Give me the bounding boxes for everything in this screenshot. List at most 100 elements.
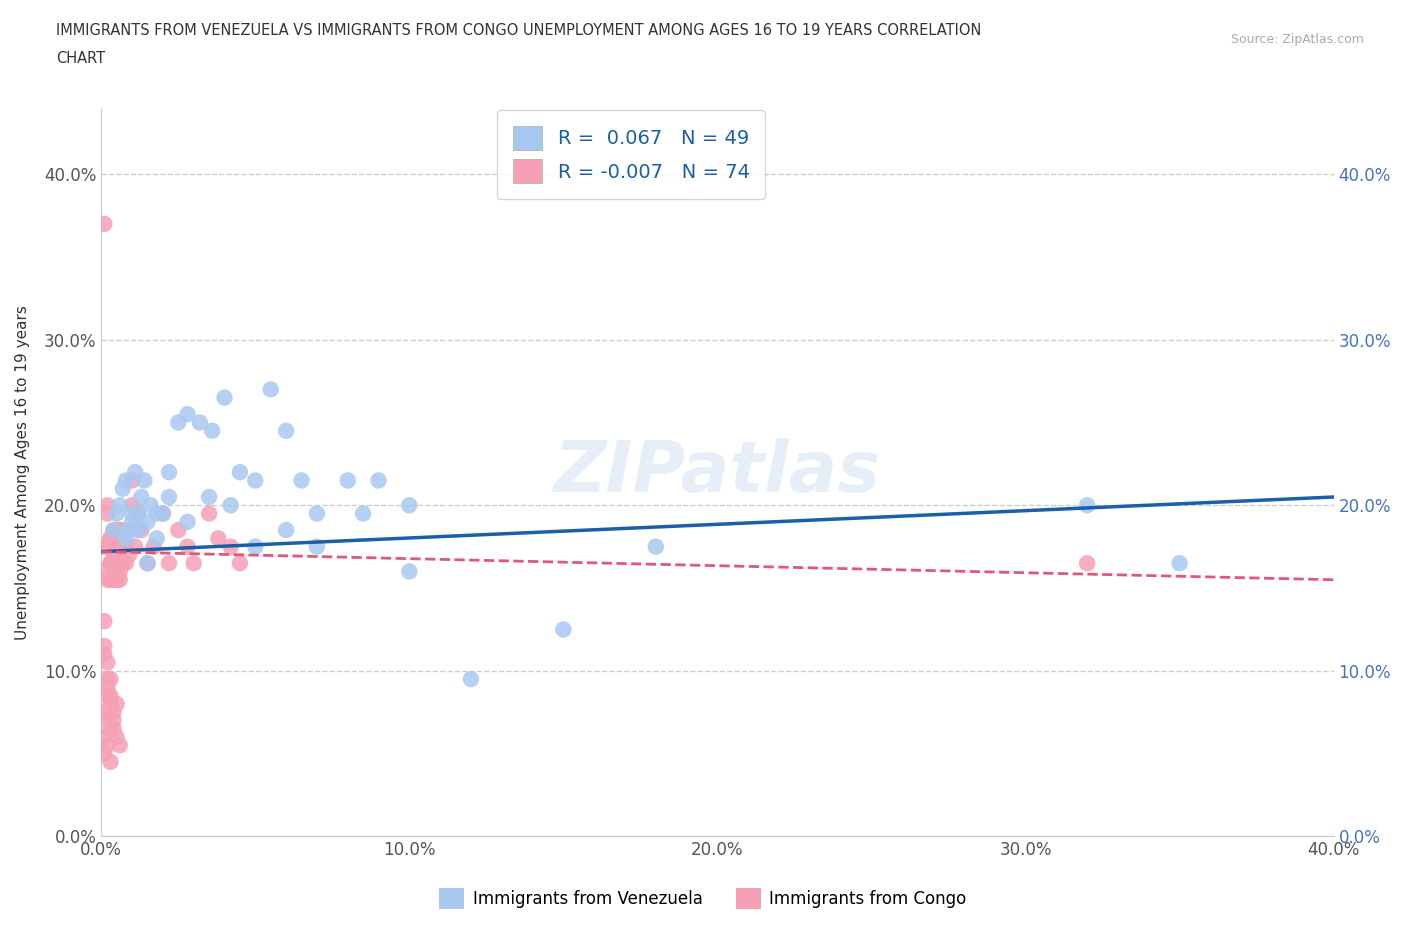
Point [201,423,224,438]
Point [198,489,221,504]
Point [111,482,134,497]
Point [93,746,115,761]
Point [152,506,174,521]
Point [152,506,174,521]
Point [121,473,143,488]
Point [115,531,138,546]
Point [103,539,125,554]
Text: IMMIGRANTS FROM VENEZUELA VS IMMIGRANTS FROM CONGO UNEMPLOYMENT AMONG AGES 16 TO: IMMIGRANTS FROM VENEZUELA VS IMMIGRANTS … [56,23,981,38]
Point [398,498,420,512]
Point [96,498,118,512]
Point [398,565,420,579]
Point [96,655,118,670]
Point [93,614,115,629]
Point [460,671,482,686]
Point [1076,556,1098,571]
Point [115,556,138,571]
Point [111,556,134,571]
Point [100,697,122,711]
Point [100,688,122,703]
Point [127,523,149,538]
Point [167,523,190,538]
Text: CHART: CHART [56,51,105,66]
Point [198,506,221,521]
Point [305,539,328,554]
Legend: Immigrants from Venezuela, Immigrants from Congo: Immigrants from Venezuela, Immigrants fr… [432,880,974,917]
Point [105,523,128,538]
Point [100,531,122,546]
Point [103,713,125,728]
Point [100,556,122,571]
Point [290,473,312,488]
Point [108,556,131,571]
Legend: R =  0.067   N = 49, R = -0.007   N = 74: R = 0.067 N = 49, R = -0.007 N = 74 [498,111,765,199]
Point [207,531,229,546]
Point [118,548,141,563]
Point [145,506,167,521]
Point [274,523,297,538]
Point [121,498,143,512]
Point [103,722,125,737]
Point [105,539,128,554]
Point [136,514,159,529]
Point [115,539,138,554]
Point [553,622,575,637]
Point [100,531,122,546]
Point [108,737,131,752]
Point [1076,498,1098,512]
Text: Source: ZipAtlas.com: Source: ZipAtlas.com [1230,33,1364,46]
Point [108,565,131,579]
Point [157,556,180,571]
Point [136,556,159,571]
Point [105,506,128,521]
Point [100,556,122,571]
Point [188,415,211,430]
Point [93,565,115,579]
Point [96,506,118,521]
Point [93,639,115,654]
Point [108,539,131,554]
Point [229,465,252,480]
Point [96,572,118,587]
Point [260,382,283,397]
Point [157,465,180,480]
Point [108,572,131,587]
Point [176,406,198,421]
Point [139,498,162,512]
Point [103,548,125,563]
Point [105,697,128,711]
Point [96,680,118,695]
Point [129,523,152,538]
Point [93,646,115,661]
Point [105,556,128,571]
Point [129,489,152,504]
Point [121,514,143,529]
Point [100,722,122,737]
Point [100,572,122,587]
Point [245,473,267,488]
Point [103,705,125,720]
Point [305,506,328,521]
Point [145,531,167,546]
Point [93,729,115,744]
Y-axis label: Unemployment Among Ages 16 to 19 years: Unemployment Among Ages 16 to 19 years [15,305,30,640]
Point [103,523,125,538]
Point [219,498,242,512]
Point [336,473,359,488]
Point [96,713,118,728]
Point [245,539,267,554]
Point [1168,556,1191,571]
Point [121,506,143,521]
Point [105,572,128,587]
Point [100,671,122,686]
Point [157,489,180,504]
Point [183,556,205,571]
Point [103,572,125,587]
Point [96,688,118,703]
Text: ZIPatlas: ZIPatlas [554,438,882,507]
Point [127,506,149,521]
Point [108,523,131,538]
Point [134,473,156,488]
Point [124,539,146,554]
Point [167,415,190,430]
